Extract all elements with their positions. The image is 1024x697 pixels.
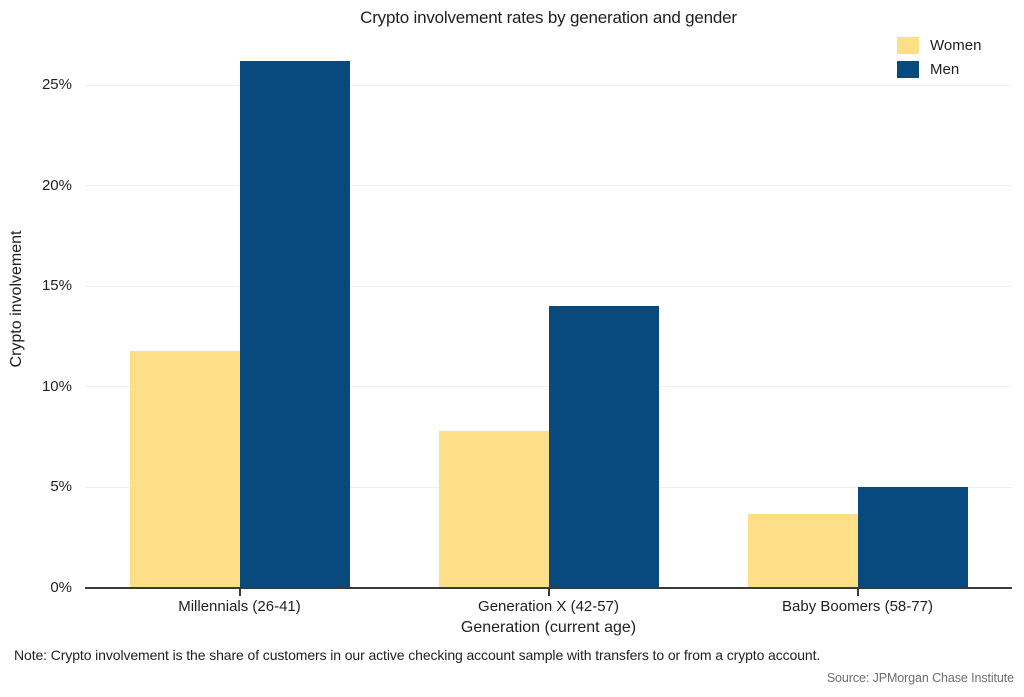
- x-axis-title: Generation (current age): [460, 619, 637, 636]
- gridline: [85, 185, 1012, 187]
- note-text: Note: Crypto involvement is the share of…: [14, 647, 821, 663]
- legend-item-men: Men: [897, 61, 981, 78]
- legend-label-women: Women: [930, 37, 982, 54]
- x-tick: [856, 589, 859, 596]
- y-tick-label: 10%: [41, 377, 72, 395]
- legend: Women Men: [897, 37, 981, 78]
- x-tick: [238, 589, 241, 596]
- x-category-label: Baby Boomers (58-77): [782, 598, 933, 615]
- women-color-swatch: [897, 37, 919, 54]
- source-text: Source: JPMorgan Chase Institute: [826, 671, 1014, 685]
- y-axis-title: Crypto involvement: [8, 230, 25, 368]
- y-tick-label: 5%: [50, 478, 72, 496]
- gridline: [85, 84, 1012, 86]
- gridline: [85, 285, 1012, 287]
- bar-men-1: [548, 306, 659, 588]
- y-tick-label: 15%: [41, 277, 72, 295]
- bar-men-2: [857, 487, 968, 588]
- y-tick-label: 20%: [41, 176, 72, 194]
- legend-label-men: Men: [930, 61, 960, 78]
- y-tick-label: 25%: [41, 76, 72, 93]
- bar-men-0: [239, 60, 350, 588]
- legend-item-women: Women: [897, 37, 981, 54]
- x-tick: [547, 589, 550, 596]
- x-category-label: Generation X (42-57): [478, 598, 619, 615]
- bar-women-0: [129, 350, 240, 588]
- x-category-label: Millennials (26-41): [178, 598, 301, 615]
- x-axis-line: [85, 587, 1012, 589]
- bar-women-2: [747, 513, 858, 588]
- chart-title: Crypto involvement rates by generation a…: [360, 8, 737, 27]
- bar-women-1: [438, 431, 549, 588]
- men-color-swatch: [897, 61, 919, 78]
- y-tick-label: 0%: [50, 579, 72, 596]
